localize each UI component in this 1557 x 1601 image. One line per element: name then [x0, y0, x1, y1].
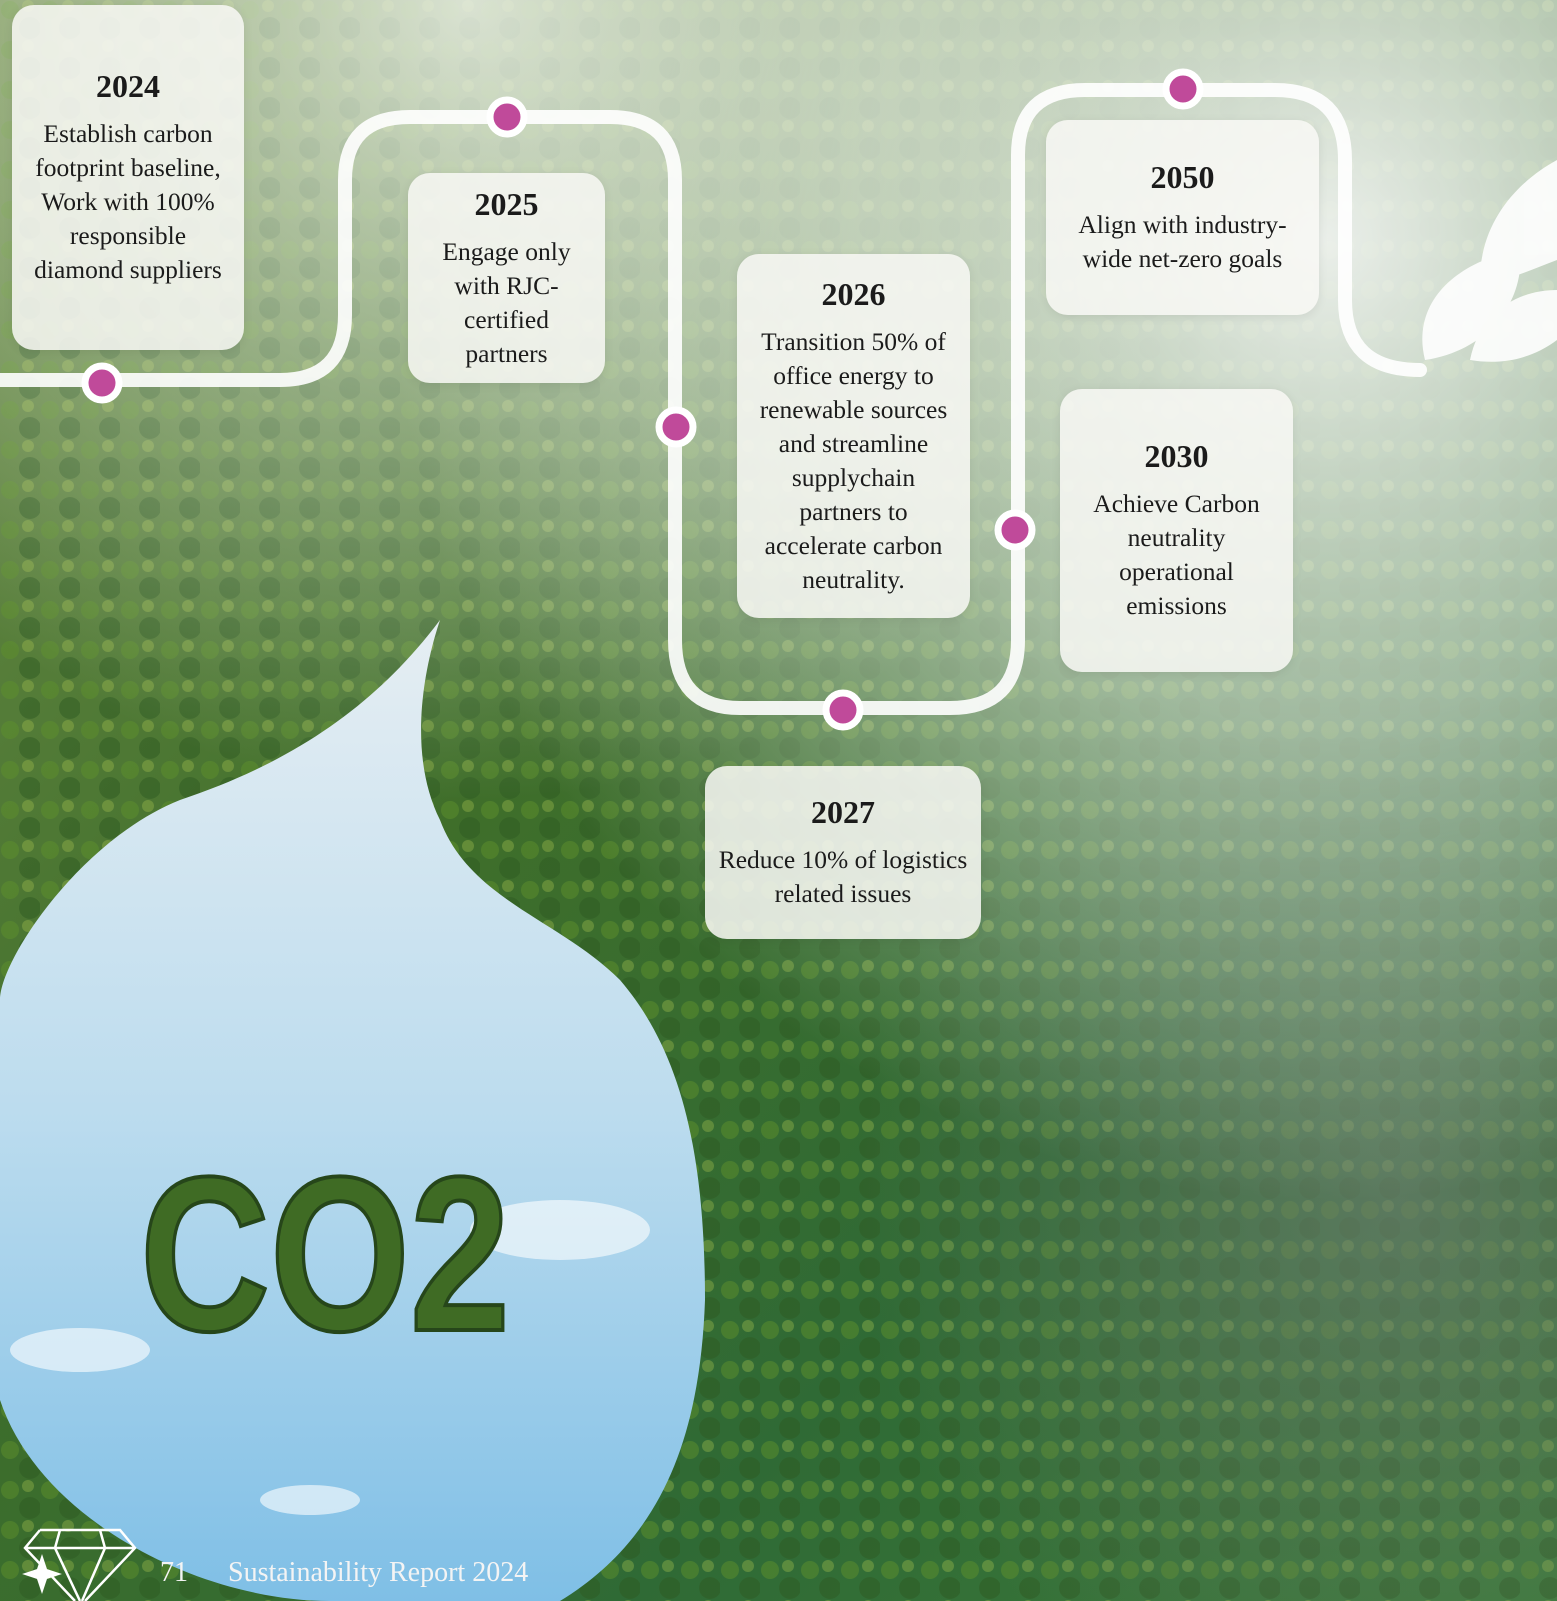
milestone-card: 2030 Achieve Carbon neutrality operation… [1060, 389, 1293, 672]
timeline-dot [998, 513, 1032, 547]
timeline-dot [85, 366, 119, 400]
timeline-dot [826, 693, 860, 727]
co2-label: CO2 [140, 1131, 510, 1377]
milestone-text: Align with industry-wide net-zero goals [1058, 208, 1307, 276]
milestone-card: 2027 Reduce 10% of logistics related iss… [705, 766, 981, 939]
milestone-text: Achieve Carbon neutrality operational em… [1072, 487, 1281, 623]
milestone-year: 2050 [1151, 159, 1215, 196]
milestone-year: 2026 [822, 276, 886, 313]
milestone-year: 2027 [811, 794, 875, 831]
milestone-text: Engage only with RJC-certified partners [420, 235, 593, 371]
body: {"milestones": [ {"year": "2024", "text"… [0, 0, 1557, 1601]
milestone-card: 2050 Align with industry-wide net-zero g… [1046, 120, 1319, 315]
milestone-text: Transition 50% of office energy to renew… [749, 325, 958, 597]
milestone-text: Reduce 10% of logistics related issues [717, 843, 969, 911]
milestone-card: 2026 Transition 50% of office energy to … [737, 254, 970, 618]
milestone-card: 2025 Engage only with RJC-certified part… [408, 173, 605, 383]
milestone-year: 2024 [96, 68, 160, 105]
milestone-card: 2024 Establish carbon footprint baseline… [12, 5, 244, 350]
timeline-dot [659, 410, 693, 444]
milestone-year: 2025 [475, 186, 539, 223]
milestone-text: Establish carbon footprint baseline, Wor… [24, 117, 232, 287]
milestone-year: 2030 [1145, 438, 1209, 475]
report-title: Sustainability Report 2024 [228, 1557, 528, 1589]
page-number: 71 [160, 1557, 188, 1589]
timeline-dot [1166, 72, 1200, 106]
timeline-dot [490, 100, 524, 134]
page: html, body { margin: 0; padding: 0; } bo… [0, 0, 1557, 1601]
